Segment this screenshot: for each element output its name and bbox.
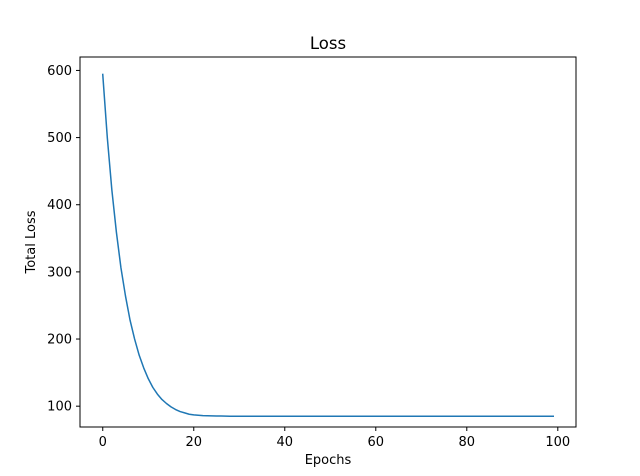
y-tick-label: 600 bbox=[47, 64, 72, 79]
y-tick-label: 500 bbox=[47, 131, 72, 146]
y-tick-label: 400 bbox=[47, 198, 72, 213]
x-axis-label: Epochs bbox=[305, 453, 352, 468]
x-tick-label: 0 bbox=[99, 435, 107, 450]
y-axis-ticks: 100 200 300 400 500 600 bbox=[47, 64, 80, 415]
x-tick-label: 100 bbox=[545, 435, 570, 450]
loss-series-line bbox=[101, 73, 554, 418]
y-tick-label: 300 bbox=[47, 265, 72, 280]
x-axis-ticks: 0 20 40 60 80 100 bbox=[99, 427, 570, 450]
y-axis-label: Total Loss bbox=[24, 210, 39, 274]
x-tick-label: 60 bbox=[368, 435, 385, 450]
axes-frame bbox=[79, 56, 577, 428]
x-tick-label: 20 bbox=[185, 435, 202, 450]
chart-title: Loss bbox=[310, 34, 346, 53]
x-tick-label: 80 bbox=[459, 435, 476, 450]
y-tick-label: 200 bbox=[47, 333, 72, 348]
y-tick-label: 100 bbox=[47, 400, 72, 415]
x-tick-label: 40 bbox=[276, 435, 293, 450]
